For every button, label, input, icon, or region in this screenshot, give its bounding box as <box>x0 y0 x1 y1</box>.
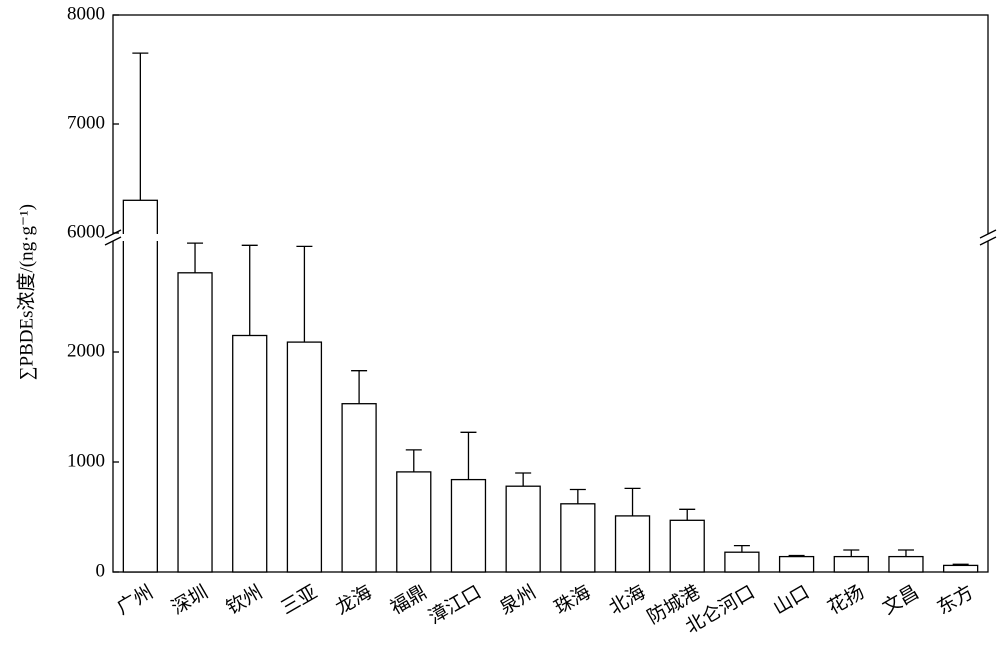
break-mark <box>104 229 122 239</box>
x-tick-label: 龙海 <box>332 581 376 619</box>
bar <box>560 503 596 573</box>
x-tick-label: 珠海 <box>551 581 595 619</box>
x-tick-label: 钦州 <box>222 581 266 619</box>
break-mark <box>979 236 997 246</box>
bar <box>122 199 158 573</box>
bar <box>833 555 869 573</box>
bar <box>232 334 268 573</box>
x-tick-label: 泉州 <box>496 581 540 619</box>
x-tick-label: 三亚 <box>278 582 321 619</box>
bar <box>341 403 377 573</box>
bar <box>505 485 541 573</box>
bar <box>177 272 213 573</box>
y-tick-label: 0 <box>96 560 106 581</box>
bar <box>724 551 760 573</box>
bar <box>888 555 924 573</box>
y-tick-label: 2000 <box>67 340 105 361</box>
axis-gap <box>985 234 991 241</box>
y-tick-label: 7000 <box>67 112 105 133</box>
y-axis-label: ∑PBDEs浓度/(ng·g⁻¹) <box>15 204 37 380</box>
bar <box>450 478 487 573</box>
break-mark <box>104 236 122 246</box>
x-tick-label: 山口 <box>769 581 813 619</box>
x-tick-label: 漳江口 <box>425 581 485 629</box>
x-tick-label: 花扬 <box>824 581 868 619</box>
break-gap <box>121 234 160 241</box>
break-mark <box>979 229 997 239</box>
y-tick-label: 8000 <box>67 3 105 24</box>
bar <box>286 341 323 573</box>
x-tick-label: 深圳 <box>168 581 212 619</box>
bar <box>614 515 651 573</box>
axis-gap <box>110 234 116 241</box>
x-tick-label: 广州 <box>113 581 157 619</box>
x-tick-label: 福鼎 <box>387 581 431 619</box>
bar <box>396 471 432 573</box>
x-tick-label: 东方 <box>933 581 977 619</box>
x-tick-label: 北海 <box>605 581 649 619</box>
x-tick-label: 文昌 <box>879 581 923 619</box>
plot-frame <box>112 14 989 573</box>
bar <box>778 555 815 573</box>
bar <box>669 519 705 573</box>
y-tick-label: 6000 <box>67 221 105 242</box>
bar <box>943 564 979 573</box>
y-tick-label: 1000 <box>67 450 105 471</box>
